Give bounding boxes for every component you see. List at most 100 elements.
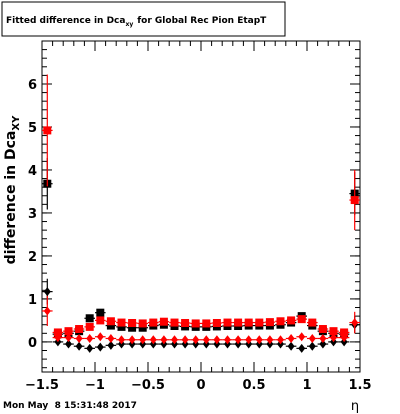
data-point: [245, 335, 253, 345]
x-axis: −1.5 −1 −0.5 0 0.5 1 1.5: [25, 41, 372, 393]
y-tick-label: 2: [28, 250, 37, 265]
x-tick-label: 1.5: [348, 378, 371, 393]
data-point: [96, 332, 104, 342]
data-point: [117, 318, 126, 327]
data-point: [159, 317, 168, 326]
data-point: [287, 316, 296, 325]
data-point: [340, 333, 348, 343]
data-point: [139, 335, 147, 345]
y-tick-label: 0: [28, 336, 37, 351]
data-point: [107, 340, 115, 350]
chart-title-subscript: xy: [125, 21, 133, 28]
data-point: [128, 323, 137, 332]
series-0: [42, 157, 360, 339]
data-point: [224, 335, 231, 345]
data-point: [54, 333, 62, 343]
x-tick-label: 1: [302, 378, 311, 393]
data-point: [330, 333, 337, 343]
data-point: [276, 317, 285, 326]
x-axis-label: η: [351, 399, 359, 414]
data-point: [171, 335, 178, 345]
data-point: [181, 335, 189, 345]
y-axis-label: difference in DcaXY: [3, 115, 22, 264]
data-point: [212, 318, 221, 327]
data-point: [96, 316, 105, 325]
y-axis-label-main: difference in Dca: [3, 131, 19, 265]
y-tick-label: 1: [28, 293, 37, 308]
chart-title-rest: for Global Rec Pion EtapT: [137, 16, 267, 26]
data-point: [329, 327, 338, 336]
series-2: [42, 74, 360, 337]
data-point: [308, 333, 316, 343]
y-tick-label: 6: [28, 78, 37, 93]
series-3: [42, 295, 360, 345]
x-tick-label: −1: [85, 378, 105, 393]
data-series: [42, 74, 360, 353]
data-point: [106, 321, 115, 330]
data-point: [318, 325, 327, 334]
data-point: [96, 308, 105, 317]
data-point: [202, 319, 211, 328]
data-point: [85, 322, 94, 331]
data-point: [340, 328, 349, 337]
data-point: [319, 333, 327, 343]
data-point: [43, 287, 51, 297]
timestamp: Mon May 8 15:31:48 2017: [3, 401, 137, 411]
data-point: [308, 341, 316, 351]
data-point: [138, 323, 147, 332]
data-point: [128, 318, 137, 327]
data-point: [266, 335, 274, 345]
data-point: [107, 333, 115, 343]
data-point: [149, 335, 157, 345]
data-point: [350, 196, 359, 205]
data-point: [160, 335, 168, 345]
data-point: [138, 319, 147, 328]
data-point: [117, 322, 126, 331]
x-tick-label: −1.5: [25, 378, 59, 393]
data-point: [75, 333, 83, 343]
chart-title-main: Fitted difference in Dca: [6, 16, 125, 26]
data-point: [128, 335, 136, 345]
data-point: [85, 314, 94, 323]
y-axis-label-subscript: XY: [11, 115, 22, 131]
y-tick-label: 3: [28, 207, 37, 222]
data-point: [234, 318, 243, 327]
x-tick-label: −0.5: [131, 378, 165, 393]
data-point: [255, 318, 264, 327]
data-point: [277, 335, 284, 345]
data-point: [255, 335, 263, 345]
title-box: Fitted difference in Dcaxy for Global Rec…: [1, 1, 286, 37]
data-point: [351, 318, 359, 328]
data-point: [86, 343, 94, 353]
data-point: [308, 318, 317, 327]
data-point: [43, 126, 52, 135]
x-tick-label: 0: [196, 378, 205, 393]
data-point: [170, 318, 179, 327]
x-tick-label: 0.5: [242, 378, 265, 393]
data-point: [298, 343, 306, 353]
data-point: [75, 325, 84, 334]
data-point: [75, 341, 83, 351]
data-point: [213, 335, 221, 345]
data-point: [244, 318, 253, 327]
data-point: [181, 318, 190, 327]
data-point: [118, 335, 125, 345]
y-tick-label: 4: [28, 164, 37, 179]
data-point: [319, 339, 327, 349]
data-point: [287, 333, 295, 343]
data-point: [265, 318, 274, 327]
data-point: [96, 342, 104, 352]
chart-title: Fitted difference in Dcaxy for Global Rec…: [6, 16, 267, 28]
data-point: [191, 319, 200, 328]
data-point: [53, 328, 62, 337]
data-point: [64, 327, 73, 336]
data-point: [298, 332, 306, 342]
data-point: [149, 318, 158, 327]
data-point: [223, 318, 232, 327]
data-point: [287, 341, 295, 351]
data-point: [297, 315, 306, 324]
data-point: [86, 333, 94, 343]
data-point: [202, 335, 210, 345]
data-point: [234, 335, 242, 345]
